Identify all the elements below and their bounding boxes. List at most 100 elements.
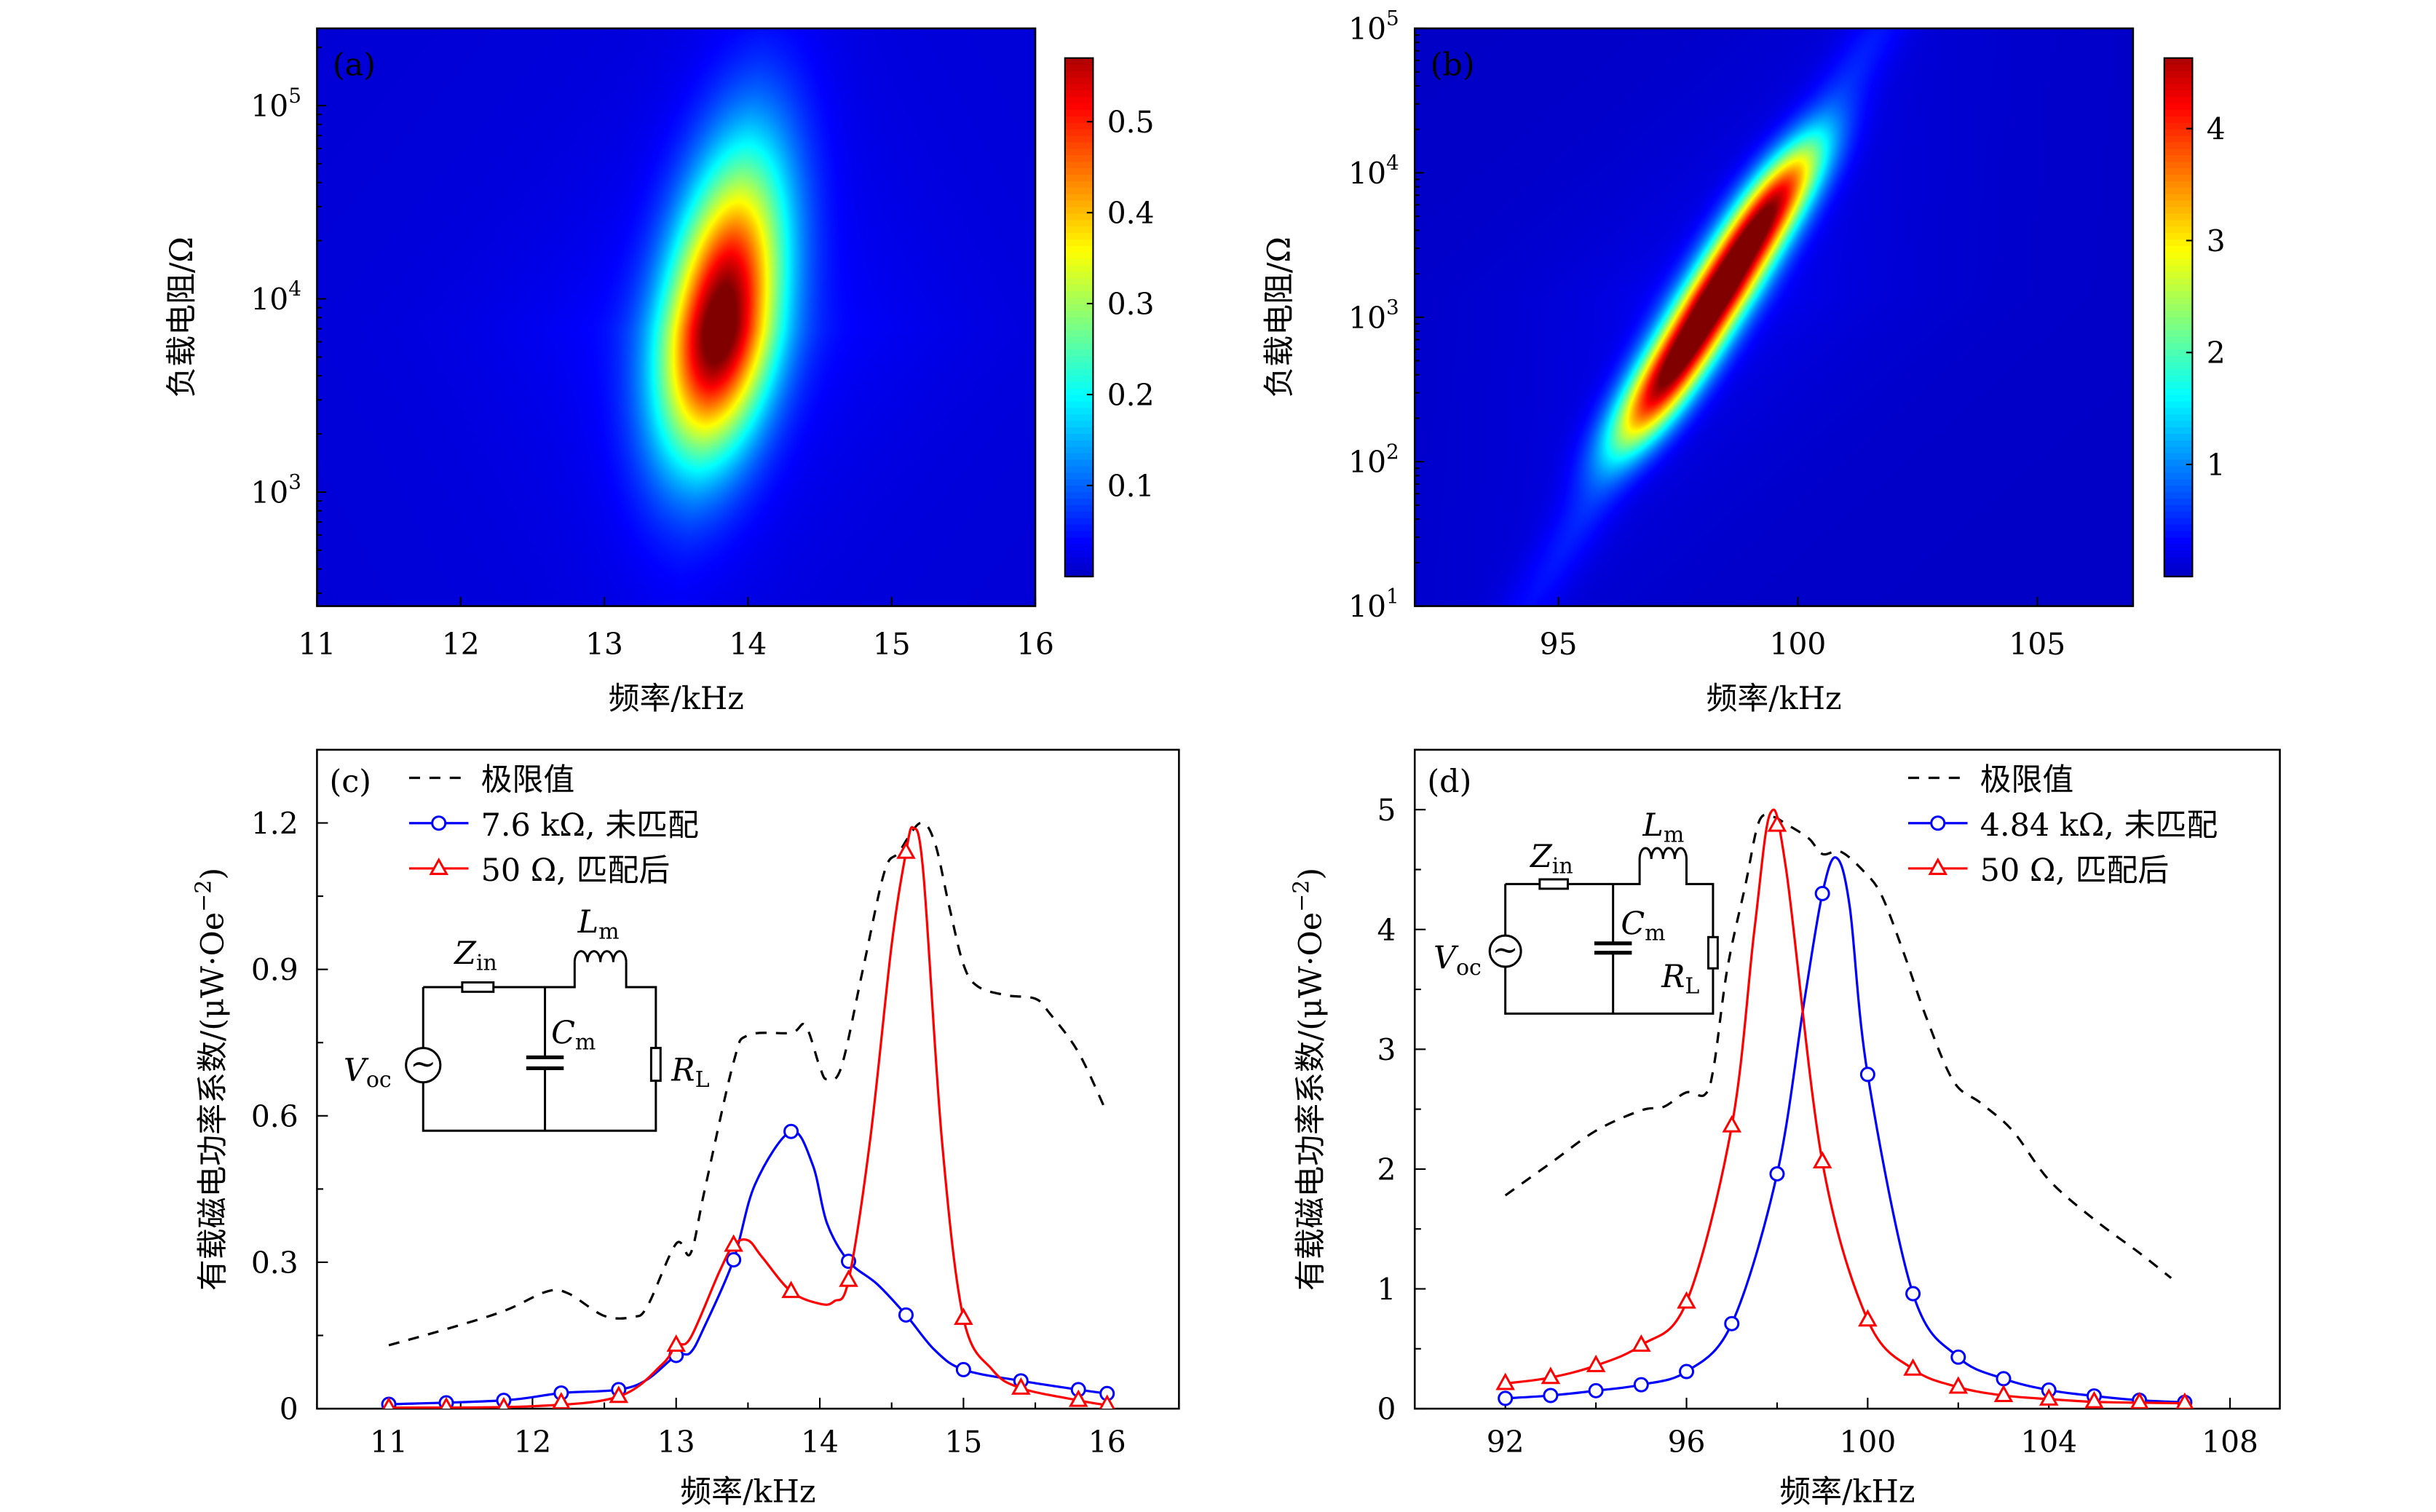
panel-label: (b) xyxy=(1431,47,1475,83)
colorbar-swatch xyxy=(2164,245,2193,254)
x-axis-label: 频率/kHz xyxy=(1779,1474,1915,1511)
colorbar-swatch xyxy=(2164,239,2193,248)
colorbar-swatch xyxy=(1064,304,1094,312)
data-point-triangle xyxy=(1993,1385,2014,1402)
colorbar-swatch xyxy=(1064,90,1094,98)
colorbar-swatch xyxy=(2164,472,2193,480)
y-tick-label: 105 xyxy=(250,84,301,124)
y-tick-label: 4 xyxy=(1377,913,1396,948)
data-point-triangle xyxy=(954,1307,973,1326)
colorbar: 0.1 0.2 0.3 0.4 0.5 xyxy=(1064,57,1155,578)
colorbar-swatch xyxy=(2164,97,2193,105)
colorbar-swatch xyxy=(1064,395,1094,403)
colorbar-swatch xyxy=(1064,504,1094,513)
colorbar-swatch xyxy=(2164,375,2193,384)
colorbar-swatch xyxy=(1064,349,1094,357)
colorbar-swatch xyxy=(2164,499,2193,507)
colorbar-swatch xyxy=(2164,550,2193,558)
data-point-circle xyxy=(898,1307,914,1323)
colorbar-swatch xyxy=(2164,401,2193,409)
colorbar-swatch xyxy=(2164,291,2193,299)
colorbar-swatch xyxy=(2164,155,2193,163)
x-tick-label: 14 xyxy=(729,627,767,662)
colorbar-tick-label: 3 xyxy=(2207,223,2226,258)
colorbar-swatch xyxy=(1064,486,1094,494)
subscript: oc xyxy=(1456,955,1482,981)
y-label-text: 有载磁电功率系数/(μW·Oe xyxy=(1293,912,1329,1291)
ac-source-icon xyxy=(1488,934,1522,968)
colorbar-swatch xyxy=(2164,252,2193,260)
symbol: V xyxy=(344,1053,369,1089)
colorbar-swatch xyxy=(2164,421,2193,429)
heatmap-image xyxy=(1415,28,2133,606)
load-resistor xyxy=(1707,935,1719,970)
colorbar-tick-label: 0.1 xyxy=(1107,469,1155,504)
data-point-triangle xyxy=(439,1396,454,1409)
colorbar-swatch xyxy=(1064,434,1094,442)
data-point-circle xyxy=(726,1252,742,1268)
panel-label: (a) xyxy=(333,47,376,83)
legend-marker-triangle xyxy=(429,858,448,875)
colorbar-swatch xyxy=(2164,537,2193,545)
colorbar-tick-label: 0.2 xyxy=(1107,378,1155,413)
colorbar-swatch xyxy=(2164,272,2193,280)
inductor-coil xyxy=(1638,847,1688,860)
series-triangle xyxy=(382,826,1115,1409)
colorbar-swatch xyxy=(2164,363,2193,371)
data-point-circle xyxy=(1769,1165,1785,1182)
colorbar-swatch xyxy=(1064,116,1094,124)
x-tick-label: 12 xyxy=(513,1425,551,1460)
y-label-superscript: −2 xyxy=(191,880,217,912)
colorbar-swatch xyxy=(2164,162,2193,170)
ac-source-symbol: ~ xyxy=(1492,932,1519,968)
cm-label: Cm xyxy=(1621,906,1665,946)
colorbar-swatch xyxy=(2164,142,2193,150)
y-tick-label: 103 xyxy=(1348,296,1399,336)
colorbar-swatch xyxy=(1064,414,1094,422)
legend-marker-circle xyxy=(431,815,447,831)
colorbar-swatch xyxy=(1064,129,1094,137)
colorbar-swatch xyxy=(2164,174,2193,183)
series-line xyxy=(1505,808,2185,1405)
colorbar-swatch xyxy=(2164,434,2193,442)
legend-marker-circle xyxy=(1930,815,1946,831)
colorbar-swatch xyxy=(1064,317,1094,325)
colorbar-swatch xyxy=(1064,524,1094,532)
subscript: in xyxy=(1552,853,1573,879)
x-tick-label: 13 xyxy=(585,627,623,662)
colorbar-swatch xyxy=(1064,278,1094,286)
series-circle xyxy=(381,1123,1115,1409)
circuit-wires xyxy=(422,962,657,1132)
load-resistor xyxy=(649,1047,662,1082)
colorbar-swatch xyxy=(2164,64,2193,72)
symbol: Z xyxy=(453,935,477,972)
y-axis-label: 有载磁电功率系数/(μW·Oe−2) xyxy=(1289,868,1329,1291)
y-tick-label: 5 xyxy=(1377,793,1396,828)
colorbar-swatch xyxy=(1064,252,1094,260)
colorbar-swatch xyxy=(1064,194,1094,202)
colorbar-swatch xyxy=(2164,278,2193,286)
y-tick-label: 102 xyxy=(1348,440,1399,480)
tick-exponent: 3 xyxy=(1386,296,1399,320)
data-point-circle xyxy=(1950,1349,1966,1365)
heatmap-panel-a: 11 12 13 14 15 16103104105(a)频率/kHz负载电阻/Ω0.10… xyxy=(164,27,1155,717)
colorbar-swatch xyxy=(1064,64,1094,72)
y-tick-label: 1.2 xyxy=(251,807,298,842)
colorbar-swatch xyxy=(2164,265,2193,273)
data-point-triangle xyxy=(896,841,916,859)
colorbar-tick-label: 0.3 xyxy=(1107,287,1155,322)
legend-label: 50 Ω, 匹配后 xyxy=(1980,852,2170,889)
data-point-triangle xyxy=(1767,814,1787,832)
data-point-triangle xyxy=(666,1334,687,1352)
input-impedance-resistor xyxy=(1538,878,1569,890)
colorbar-swatch xyxy=(2164,200,2193,208)
colorbar-swatch xyxy=(1064,109,1094,118)
colorbar-swatch xyxy=(2164,103,2193,111)
plot-frame xyxy=(1413,748,2281,1410)
colorbar-swatch xyxy=(2164,388,2193,396)
colorbar-swatch xyxy=(2164,544,2193,552)
data-point-triangle xyxy=(1677,1291,1696,1309)
data-point-triangle xyxy=(839,1269,858,1287)
